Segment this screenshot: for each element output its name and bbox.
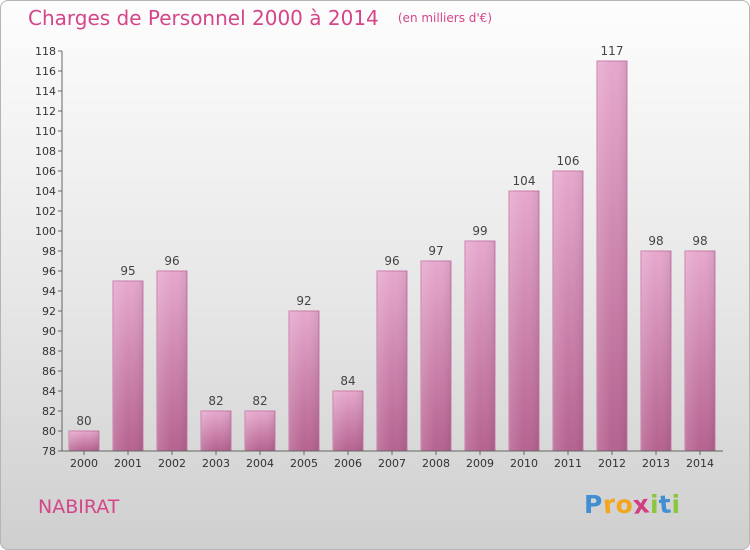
bar-shine (201, 411, 231, 451)
y-tick-label: 92 (42, 305, 56, 318)
x-tick-label: 2014 (686, 457, 714, 470)
title-row: Charges de Personnel 2000 à 2014 (en mil… (28, 6, 492, 30)
value-label: 106 (557, 154, 580, 168)
logo-letter: i (650, 490, 660, 519)
x-tick-label: 2007 (378, 457, 406, 470)
logo-letter: P (584, 490, 603, 519)
y-tick-label: 106 (35, 165, 56, 178)
value-label: 80 (76, 414, 91, 428)
y-tick-label: 110 (35, 125, 56, 138)
x-tick-label: 2005 (290, 457, 318, 470)
value-label: 82 (208, 394, 223, 408)
bar-shine (157, 271, 187, 451)
x-tick-label: 2013 (642, 457, 670, 470)
y-tick-label: 104 (35, 185, 56, 198)
value-label: 96 (384, 254, 399, 268)
x-tick-label: 2000 (70, 457, 98, 470)
logo-letter: i (671, 490, 681, 519)
y-tick-label: 80 (42, 425, 56, 438)
y-tick-label: 82 (42, 405, 56, 418)
bar-shine (465, 241, 495, 451)
chart-title: Charges de Personnel 2000 à 2014 (28, 6, 379, 30)
y-axis: 78 80 82 84 86 88 90 92 94 96 98 100 102 104 106 108 110… (35, 45, 63, 458)
value-label: 84 (340, 374, 355, 388)
y-tick-label: 84 (42, 385, 56, 398)
value-label: 98 (692, 234, 707, 248)
bar-shine (641, 251, 671, 451)
x-tick-label: 2010 (510, 457, 538, 470)
y-tick-label: 86 (42, 365, 56, 378)
y-tick-label: 96 (42, 265, 56, 278)
bar-shine (421, 261, 451, 451)
x-tick-label: 2009 (466, 457, 494, 470)
value-label: 117 (601, 44, 624, 58)
y-tick-label: 116 (35, 65, 56, 78)
bar-shine (245, 411, 275, 451)
value-label: 97 (428, 244, 443, 258)
value-label: 95 (120, 264, 135, 278)
x-tick-label: 2004 (246, 457, 274, 470)
bar-shine (685, 251, 715, 451)
value-label: 99 (472, 224, 487, 238)
x-tick-label: 2003 (202, 457, 230, 470)
x-tick-label: 2011 (554, 457, 582, 470)
x-axis: 2000 2001 2002 2003 2004 2005 2006 2007 2008 2009… (62, 450, 723, 470)
y-tick-label: 112 (35, 105, 56, 118)
y-tick-label: 94 (42, 285, 56, 298)
y-tick-label: 78 (42, 445, 56, 458)
value-label: 96 (164, 254, 179, 268)
logo-letter: o (615, 490, 634, 519)
x-tick-label: 2002 (158, 457, 186, 470)
y-tick-label: 90 (42, 325, 56, 338)
bar-shine (509, 191, 539, 451)
x-tick-label: 2006 (334, 457, 362, 470)
bar-shine (553, 171, 583, 451)
y-tick-label: 88 (42, 345, 56, 358)
commune-name: NABIRAT (38, 496, 120, 518)
logo-letter: r (601, 489, 618, 520)
y-tick-label: 102 (35, 205, 56, 218)
bar-shine (597, 61, 627, 451)
bar-shine (69, 431, 99, 451)
logo-letter: x (631, 489, 652, 520)
x-tick-label: 2012 (598, 457, 626, 470)
y-tick-label: 108 (35, 145, 56, 158)
chart-subtitle: (en milliers d'€) (397, 11, 492, 25)
bar-shine (113, 281, 143, 451)
bars: 80 95 96 82 82 92 84 96 97 99 104 106 117 98 98 (68, 44, 716, 452)
value-label: 82 (252, 394, 267, 408)
bar-shine (377, 271, 407, 451)
y-tick-label: 118 (35, 45, 56, 58)
bar-shine (333, 391, 363, 451)
value-label: 104 (513, 174, 536, 188)
x-tick-label: 2001 (114, 457, 142, 470)
value-label: 92 (296, 294, 311, 308)
proxiti-logo: Proxiti (584, 489, 681, 520)
value-label: 98 (648, 234, 663, 248)
y-tick-label: 114 (35, 85, 56, 98)
bar-shine (289, 311, 319, 451)
x-tick-label: 2008 (422, 457, 450, 470)
y-tick-label: 100 (35, 225, 56, 238)
y-tick-label: 98 (42, 245, 56, 258)
